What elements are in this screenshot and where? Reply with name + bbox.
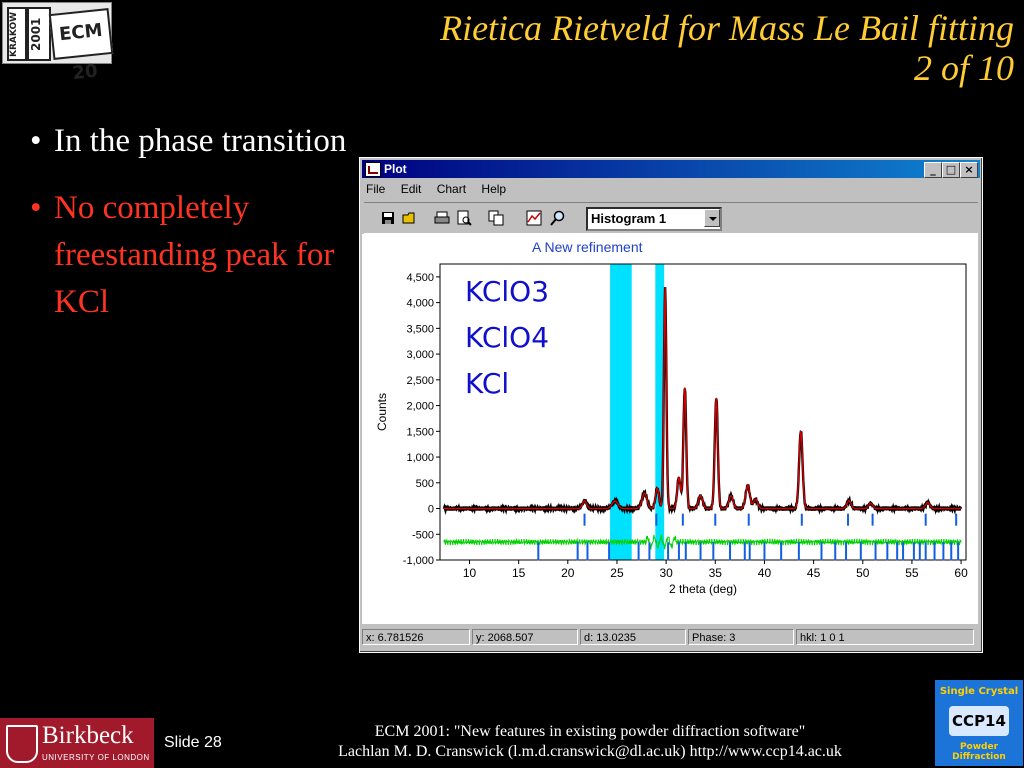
ecm-logo-text: ECM 20 xyxy=(48,7,114,84)
difference-series xyxy=(443,533,962,551)
bullet-list: • In the phase transition • No completel… xyxy=(30,118,350,346)
chart-options-icon[interactable] xyxy=(524,208,544,228)
menu-bar: File Edit Chart Help xyxy=(366,182,518,196)
ccp14-top-text: Single Crystal xyxy=(939,686,1019,697)
zoom-icon[interactable] xyxy=(548,208,568,228)
status-bar: x: 6.781526 y: 2068.507 d: 13.0235 Phase… xyxy=(362,629,980,647)
credit-line2: Lachlan M. D. Cranswick (l.m.d.cranswick… xyxy=(338,743,842,760)
bullet-item: • No completely freestanding peak for KC… xyxy=(30,185,350,326)
bullet-dot: • xyxy=(30,190,42,226)
y-tick-label: -500 xyxy=(412,529,434,541)
status-hkl: hkl: 1 0 1 xyxy=(796,629,974,645)
y-tick-label: -1,000 xyxy=(403,555,434,567)
refinement-chart[interactable]: A New refinement -1,000 -500 0 500 1,000 1,500… xyxy=(362,234,978,624)
slide-title-line2: 2 of 10 xyxy=(913,48,1014,88)
chart-title: A New refinement xyxy=(532,239,643,255)
histogram-select[interactable]: Histogram 1 xyxy=(586,207,722,231)
maximize-button[interactable]: □ xyxy=(942,162,960,178)
y-tick-label: 4,500 xyxy=(406,272,434,284)
y-tick-label: 3,000 xyxy=(406,349,434,361)
x-tick-label: 40 xyxy=(758,566,772,580)
print-preview-icon[interactable] xyxy=(454,208,474,228)
birkbeck-logo: Birkbeck UNIVERSITY OF LONDON xyxy=(0,718,154,768)
menu-chart[interactable]: Chart xyxy=(436,182,467,196)
slide-title-line1: Rietica Rietveld for Mass Le Bail fittin… xyxy=(440,8,1014,48)
plot-frame xyxy=(439,263,967,561)
ccp14-logo: Single Crystal CCP14 Powder Diffraction xyxy=(935,680,1023,766)
birkbeck-name: Birkbeck xyxy=(42,722,134,749)
birkbeck-subtitle: UNIVERSITY OF LONDON xyxy=(42,753,150,762)
y-tick-label: 1,500 xyxy=(406,426,434,438)
y-tick-label: 0 xyxy=(428,504,434,516)
y-axis-label: Counts xyxy=(375,393,389,431)
x-tick-label: 25 xyxy=(610,566,624,580)
credit-line1: ECM 2001: "New features in existing powd… xyxy=(374,723,806,740)
krakow-logo-text: KRAKÓW xyxy=(7,7,27,61)
slide-title: Rietica Rietveld for Mass Le Bail fittin… xyxy=(274,8,1014,88)
year-logo-text: 2001 xyxy=(27,7,51,61)
plot-area[interactable]: A New refinement -1,000 -500 0 500 1,000 1,500… xyxy=(362,234,978,624)
y-tick-label: 4,000 xyxy=(406,298,434,310)
plot-window: Plot _ □ × File Edit Chart Help xyxy=(359,157,983,653)
minimize-button[interactable]: _ xyxy=(924,162,942,178)
y-tick-label: 500 xyxy=(416,478,434,490)
phase-annotation: KClO4 xyxy=(465,321,549,354)
x-tick-label: 20 xyxy=(561,566,575,580)
crest-icon xyxy=(6,725,38,763)
ccp14-bottom-text: Powder Diffraction xyxy=(952,742,1006,762)
histogram-select-value: Histogram 1 xyxy=(591,211,667,226)
x-tick-label: 45 xyxy=(807,566,821,580)
status-y: y: 2068.507 xyxy=(472,629,578,645)
close-button[interactable]: × xyxy=(960,162,978,178)
footer-credit: ECM 2001: "New features in existing powd… xyxy=(240,722,940,762)
copy-icon[interactable] xyxy=(486,208,506,228)
phase-annotation: KCl xyxy=(465,367,509,400)
status-phase: Phase: 3 xyxy=(688,629,794,645)
ccp14-mid-text: CCP14 xyxy=(949,706,1009,736)
window-titlebar[interactable]: Plot _ □ × xyxy=(362,160,980,178)
plot-app-icon[interactable] xyxy=(365,162,381,177)
menu-file[interactable]: File xyxy=(366,182,386,196)
status-x: x: 6.781526 xyxy=(362,629,470,645)
y-tick-label: 1,000 xyxy=(406,452,434,464)
window-title: Plot xyxy=(384,162,407,176)
x-tick-label: 60 xyxy=(954,566,968,580)
toolbar: Histogram 1 xyxy=(364,202,978,234)
menu-help[interactable]: Help xyxy=(481,182,507,196)
status-d: d: 13.0235 xyxy=(580,629,686,645)
phase-annotation: KClO3 xyxy=(465,275,549,308)
y-tick-label: 3,500 xyxy=(406,323,434,335)
calculated-series xyxy=(443,287,962,510)
x-tick-label: 10 xyxy=(463,566,477,580)
y-tick-label: 2,000 xyxy=(406,401,434,413)
x-tick-label: 15 xyxy=(512,566,526,580)
open-icon[interactable] xyxy=(400,208,420,228)
x-tick-label: 30 xyxy=(659,566,673,580)
x-tick-label: 55 xyxy=(905,566,919,580)
x-tick-label: 50 xyxy=(856,566,870,580)
x-tick-label: 35 xyxy=(709,566,723,580)
bullet-item: • In the phase transition xyxy=(30,118,350,165)
bullet-text: In the phase transition xyxy=(54,123,347,159)
slide-number: Slide 28 xyxy=(164,734,222,751)
excluded-region xyxy=(655,264,665,560)
bullet-text: No completely freestanding peak for KCl xyxy=(54,190,335,320)
y-tick-label: 2,500 xyxy=(406,375,434,387)
x-axis-label: 2 theta (deg) xyxy=(669,582,737,596)
bullet-dot: • xyxy=(30,123,42,159)
print-icon[interactable] xyxy=(432,208,452,228)
ecm20-krakow-logo: KRAKÓW 2001 ECM 20 xyxy=(2,2,114,84)
chevron-down-icon[interactable] xyxy=(704,209,720,227)
menu-edit[interactable]: Edit xyxy=(400,182,422,196)
excluded-region xyxy=(610,264,632,560)
save-icon[interactable] xyxy=(378,208,398,228)
